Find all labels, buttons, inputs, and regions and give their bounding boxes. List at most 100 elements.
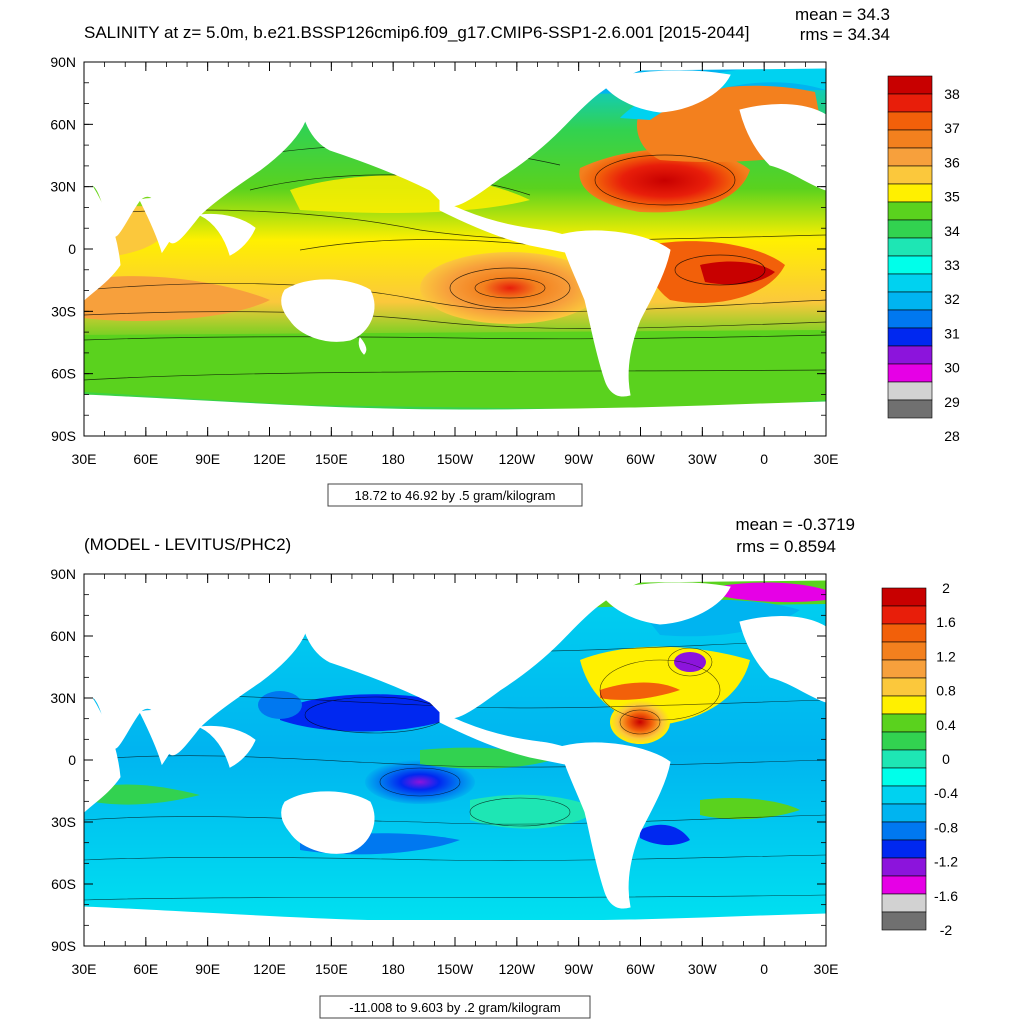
x-tick-label: 60E [133, 451, 158, 467]
colorbar-swatch [887, 309, 933, 329]
colorbar-swatch [881, 821, 927, 841]
colorbar-swatch [887, 111, 933, 131]
colorbar-label: 33 [944, 257, 960, 273]
difference-range-label: -11.008 to 9.603 by .2 gram/kilogram [349, 1000, 561, 1015]
colorbar-swatch [887, 147, 933, 167]
x-tick-label: 0 [760, 961, 768, 977]
x-tick-label: 120W [499, 451, 536, 467]
difference-map-panel: (MODEL - LEVITUS/PHC2) mean = -0.3719 rm… [50, 515, 958, 1019]
colorbar-swatch [887, 363, 933, 383]
colorbar-swatch [881, 587, 927, 607]
colorbar-swatch [887, 183, 933, 203]
y-tick-label: 60N [50, 116, 76, 132]
colorbar-swatch [881, 803, 927, 823]
colorbar-label: -0.4 [934, 785, 958, 801]
colorbar-label: -2 [940, 922, 953, 938]
colorbar-swatch [881, 857, 927, 877]
x-tick-label: 180 [381, 451, 405, 467]
colorbar-label: 28 [944, 428, 960, 444]
colorbar-swatch [881, 713, 927, 733]
x-tick-label: 180 [381, 961, 405, 977]
x-tick-label: 30E [72, 451, 97, 467]
x-tick-label: 120E [253, 961, 286, 977]
colorbar-label: 35 [944, 189, 960, 205]
y-tick-label: 60S [51, 876, 76, 892]
x-tick-label: 90W [564, 451, 594, 467]
colorbar-label: 0.4 [936, 717, 956, 733]
colorbar-swatch [887, 93, 933, 113]
y-tick-label: 0 [68, 752, 76, 768]
colorbar-swatch [881, 659, 927, 679]
salinity-range-box [327, 483, 583, 507]
colorbar-label: 1.2 [936, 648, 956, 664]
colorbar-swatch [887, 237, 933, 257]
y-tick-label: 30N [50, 690, 76, 706]
y-tick-label: 90N [50, 54, 76, 70]
colorbar-label: 0.8 [936, 683, 956, 699]
salinity-map-title: SALINITY at z= 5.0m, b.e21.BSSP126cmip6.… [84, 23, 749, 42]
y-tick-label: 30S [51, 303, 76, 319]
colorbar-label: 38 [944, 86, 960, 102]
colorbar-swatch [881, 749, 927, 769]
colorbar-label: -1.2 [934, 854, 958, 870]
y-tick-label: 90N [50, 566, 76, 582]
colorbar-swatch [887, 273, 933, 293]
salinity-colorbar: 38 37 36 35 34 33 32 31 30 29 28 [887, 75, 960, 444]
salinity-map-panel: SALINITY at z= 5.0m, b.e21.BSSP126cmip6.… [50, 5, 960, 507]
difference-range-box [319, 995, 591, 1019]
y-tick-label: 0 [68, 241, 76, 257]
difference-mean-label: mean = -0.3719 [735, 515, 855, 534]
colorbar-swatch [881, 839, 927, 859]
difference-field [84, 574, 826, 946]
colorbar-swatch [881, 785, 927, 805]
colorbar-swatch [881, 893, 927, 913]
colorbar-swatch [887, 327, 933, 347]
x-tick-label: 30E [814, 961, 839, 977]
y-tick-label: 60N [50, 628, 76, 644]
colorbar-swatch [881, 875, 927, 895]
colorbar-swatch [887, 219, 933, 239]
salinity-mean-label: mean = 34.3 [795, 5, 890, 24]
colorbar-label: -0.8 [934, 819, 958, 835]
x-tick-label: 90E [195, 961, 220, 977]
x-tick-label: 120W [499, 961, 536, 977]
colorbar-swatch [881, 767, 927, 787]
x-tick-label: 30E [814, 451, 839, 467]
difference-rms-label: rms = 0.8594 [736, 537, 836, 556]
colorbar-label: 0 [942, 751, 950, 767]
colorbar-label: 32 [944, 291, 960, 307]
colorbar-label: 31 [944, 325, 960, 341]
x-tick-label: 90E [195, 451, 220, 467]
x-tick-label: 30W [688, 961, 718, 977]
x-tick-label: 150E [315, 451, 348, 467]
colorbar-label: 34 [944, 223, 960, 239]
salinity-rms-label: rms = 34.34 [800, 25, 890, 44]
colorbar-swatch [887, 345, 933, 365]
colorbar-swatch [881, 623, 927, 643]
x-tick-label: 0 [760, 451, 768, 467]
colorbar-swatch [881, 911, 927, 931]
colorbar-swatch [887, 165, 933, 185]
x-tick-label: 120E [253, 451, 286, 467]
y-tick-label: 60S [51, 366, 76, 382]
colorbar-swatch [881, 677, 927, 697]
colorbar-swatch [881, 605, 927, 625]
y-tick-label: 30S [51, 814, 76, 830]
salinity-land [84, 62, 826, 436]
x-tick-label: 30W [688, 451, 718, 467]
difference-axis-ticks: 90N 60N 30N 0 30S 60S 90S 30E 60E 90E 120E 150E 180 1… [50, 566, 838, 977]
colorbar-label: 37 [944, 120, 960, 136]
colorbar-label: -1.6 [934, 888, 958, 904]
x-tick-label: 90W [564, 961, 594, 977]
y-tick-label: 90S [51, 938, 76, 954]
x-tick-label: 60W [626, 451, 656, 467]
colorbar-label: 29 [944, 394, 960, 410]
y-tick-label: 90S [51, 428, 76, 444]
colorbar-label: 2 [942, 580, 950, 596]
x-tick-label: 150E [315, 961, 348, 977]
x-tick-label: 30E [72, 961, 97, 977]
difference-land [84, 574, 826, 946]
colorbar-swatch [887, 291, 933, 311]
colorbar-swatch [887, 129, 933, 149]
